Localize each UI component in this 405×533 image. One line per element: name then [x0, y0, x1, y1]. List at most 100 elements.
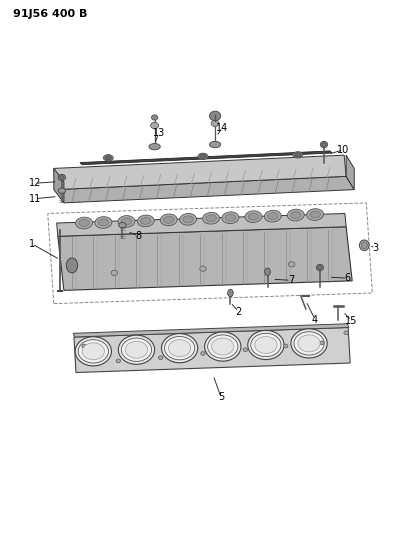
Ellipse shape	[75, 217, 92, 229]
Text: 8: 8	[135, 231, 141, 241]
Text: 7: 7	[287, 275, 293, 285]
Ellipse shape	[292, 151, 302, 158]
Ellipse shape	[297, 335, 320, 352]
Polygon shape	[58, 227, 351, 290]
Polygon shape	[55, 176, 353, 203]
Ellipse shape	[200, 352, 205, 356]
Ellipse shape	[254, 336, 276, 353]
Text: 5: 5	[217, 392, 224, 402]
Ellipse shape	[60, 175, 64, 179]
Text: 14: 14	[216, 123, 228, 133]
Text: 13: 13	[152, 128, 164, 138]
Polygon shape	[345, 155, 353, 190]
Ellipse shape	[140, 217, 151, 224]
Polygon shape	[74, 327, 350, 373]
Ellipse shape	[294, 152, 300, 157]
Ellipse shape	[179, 214, 196, 225]
Ellipse shape	[207, 335, 237, 358]
Ellipse shape	[79, 220, 89, 227]
Text: 6: 6	[343, 273, 350, 283]
Ellipse shape	[58, 174, 65, 181]
Ellipse shape	[75, 337, 111, 366]
Polygon shape	[54, 155, 345, 190]
Ellipse shape	[204, 332, 240, 361]
Text: 11: 11	[29, 193, 41, 204]
Ellipse shape	[358, 240, 368, 251]
Polygon shape	[54, 168, 64, 203]
Ellipse shape	[103, 155, 113, 161]
Text: 12: 12	[29, 178, 41, 188]
Ellipse shape	[267, 213, 277, 220]
Ellipse shape	[227, 289, 232, 297]
Ellipse shape	[222, 212, 238, 223]
Ellipse shape	[105, 156, 111, 160]
Ellipse shape	[320, 141, 327, 148]
Ellipse shape	[137, 215, 154, 227]
Text: 3: 3	[372, 243, 378, 253]
Ellipse shape	[315, 264, 323, 271]
Ellipse shape	[182, 216, 193, 223]
Ellipse shape	[211, 113, 218, 118]
Ellipse shape	[111, 270, 117, 276]
Ellipse shape	[118, 335, 154, 365]
Ellipse shape	[121, 338, 151, 361]
Ellipse shape	[116, 359, 120, 363]
Ellipse shape	[247, 213, 258, 220]
Ellipse shape	[343, 331, 347, 335]
Ellipse shape	[198, 153, 207, 159]
Ellipse shape	[283, 344, 287, 348]
Ellipse shape	[319, 341, 323, 345]
Ellipse shape	[160, 214, 177, 225]
Ellipse shape	[209, 141, 220, 148]
Ellipse shape	[290, 329, 326, 358]
Ellipse shape	[199, 154, 206, 158]
Ellipse shape	[211, 338, 233, 355]
Ellipse shape	[243, 348, 247, 352]
Ellipse shape	[309, 211, 320, 218]
Ellipse shape	[158, 356, 162, 360]
Ellipse shape	[149, 143, 160, 150]
Ellipse shape	[118, 222, 126, 228]
Text: 91J56 400 B: 91J56 400 B	[13, 10, 87, 19]
Ellipse shape	[264, 211, 281, 222]
Ellipse shape	[306, 209, 323, 220]
Polygon shape	[73, 324, 348, 337]
Ellipse shape	[117, 215, 134, 227]
Ellipse shape	[250, 333, 280, 357]
Ellipse shape	[244, 211, 261, 222]
Ellipse shape	[164, 336, 194, 360]
Ellipse shape	[150, 122, 158, 128]
Text: 1: 1	[28, 239, 34, 249]
Ellipse shape	[209, 111, 220, 120]
Text: 15: 15	[344, 316, 357, 326]
Ellipse shape	[98, 219, 109, 226]
Polygon shape	[80, 151, 331, 165]
Ellipse shape	[66, 258, 77, 273]
Ellipse shape	[264, 268, 270, 276]
Ellipse shape	[163, 216, 173, 223]
Polygon shape	[56, 214, 345, 236]
Text: 4: 4	[311, 314, 318, 325]
Ellipse shape	[211, 120, 219, 126]
Ellipse shape	[125, 341, 147, 358]
Ellipse shape	[168, 340, 190, 357]
Ellipse shape	[360, 242, 367, 249]
Ellipse shape	[161, 334, 197, 363]
Ellipse shape	[205, 215, 216, 222]
Ellipse shape	[199, 266, 206, 271]
Ellipse shape	[95, 216, 112, 228]
Ellipse shape	[151, 115, 158, 120]
Ellipse shape	[225, 214, 235, 221]
Ellipse shape	[321, 143, 325, 147]
Ellipse shape	[293, 332, 323, 355]
Ellipse shape	[82, 344, 86, 348]
Ellipse shape	[121, 218, 131, 225]
Ellipse shape	[247, 330, 284, 360]
Ellipse shape	[78, 340, 108, 363]
Ellipse shape	[290, 212, 300, 219]
Ellipse shape	[288, 262, 294, 267]
Ellipse shape	[287, 209, 303, 221]
Text: 10: 10	[337, 145, 349, 155]
Ellipse shape	[202, 213, 219, 224]
Text: 2: 2	[235, 306, 241, 317]
